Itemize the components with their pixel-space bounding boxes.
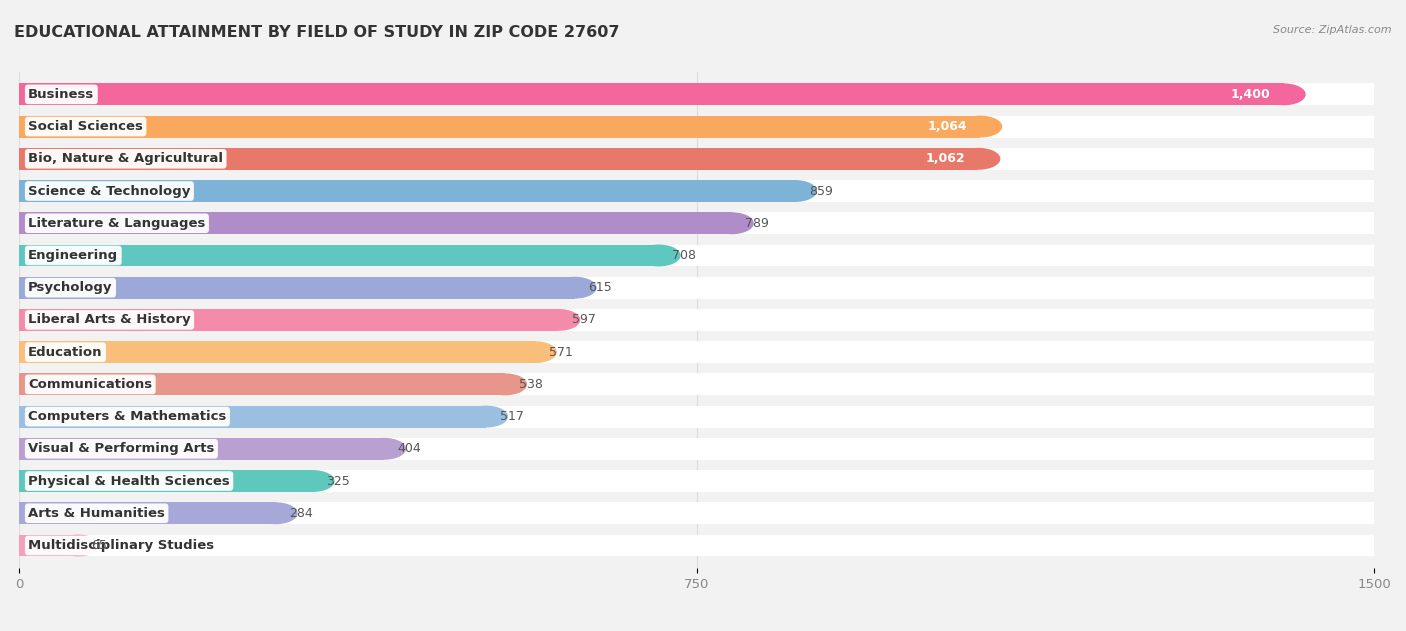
Ellipse shape (363, 438, 406, 460)
Text: Communications: Communications (28, 378, 152, 391)
Bar (20, 374, 505, 395)
Text: 859: 859 (808, 184, 832, 198)
Bar (20, 83, 1284, 105)
Text: Bio, Nature & Agricultural: Bio, Nature & Agricultural (28, 152, 224, 165)
Text: Social Sciences: Social Sciences (28, 120, 143, 133)
Text: 789: 789 (745, 216, 769, 230)
Text: 325: 325 (326, 475, 350, 488)
Bar (20, 470, 312, 492)
Ellipse shape (1353, 406, 1396, 428)
Ellipse shape (1353, 115, 1396, 138)
Ellipse shape (1353, 438, 1396, 460)
Bar (20, 148, 1374, 170)
Bar (20, 438, 1374, 460)
Bar (20, 309, 558, 331)
Text: Source: ZipAtlas.com: Source: ZipAtlas.com (1274, 25, 1392, 35)
Ellipse shape (484, 374, 527, 395)
Ellipse shape (710, 212, 754, 234)
Bar (20, 341, 534, 363)
Ellipse shape (1353, 212, 1396, 234)
Ellipse shape (1353, 244, 1396, 266)
Ellipse shape (1353, 148, 1396, 170)
Text: 538: 538 (519, 378, 543, 391)
Text: Business: Business (28, 88, 94, 101)
Text: 284: 284 (290, 507, 314, 520)
Bar (20, 277, 575, 298)
Ellipse shape (1353, 534, 1396, 557)
Text: Arts & Humanities: Arts & Humanities (28, 507, 165, 520)
Text: Engineering: Engineering (28, 249, 118, 262)
Bar (20, 180, 1374, 202)
Ellipse shape (464, 406, 508, 428)
Text: 1,400: 1,400 (1230, 88, 1270, 101)
Text: 571: 571 (548, 346, 572, 358)
Bar (20, 212, 733, 234)
Bar (20, 244, 659, 266)
Bar (20, 438, 384, 460)
Ellipse shape (773, 180, 817, 202)
Ellipse shape (1353, 180, 1396, 202)
Ellipse shape (1353, 83, 1396, 105)
Bar (20, 406, 1374, 428)
Text: 597: 597 (572, 314, 596, 326)
Text: Science & Technology: Science & Technology (28, 184, 191, 198)
Bar (20, 180, 796, 202)
Bar (20, 341, 1374, 363)
Bar (20, 115, 1374, 138)
Ellipse shape (537, 309, 581, 331)
Bar (20, 83, 1374, 105)
Text: 615: 615 (588, 281, 612, 294)
Text: Physical & Health Sciences: Physical & Health Sciences (28, 475, 231, 488)
Ellipse shape (1261, 83, 1306, 105)
Ellipse shape (513, 341, 557, 363)
Text: Literature & Languages: Literature & Languages (28, 216, 205, 230)
Text: 1,064: 1,064 (927, 120, 967, 133)
Text: 708: 708 (672, 249, 696, 262)
Text: 1,062: 1,062 (925, 152, 965, 165)
Text: Liberal Arts & History: Liberal Arts & History (28, 314, 191, 326)
Ellipse shape (254, 502, 298, 524)
Text: EDUCATIONAL ATTAINMENT BY FIELD OF STUDY IN ZIP CODE 27607: EDUCATIONAL ATTAINMENT BY FIELD OF STUDY… (14, 25, 620, 40)
Bar (20, 244, 1374, 266)
Text: Psychology: Psychology (28, 281, 112, 294)
Bar (20, 212, 1374, 234)
Ellipse shape (1353, 502, 1396, 524)
Ellipse shape (1353, 309, 1396, 331)
Ellipse shape (553, 277, 596, 298)
Bar (20, 374, 1374, 395)
Bar (20, 148, 979, 170)
Ellipse shape (1353, 374, 1396, 395)
Bar (20, 115, 980, 138)
Bar (20, 470, 1374, 492)
Ellipse shape (956, 148, 1001, 170)
Bar (20, 502, 1374, 524)
Text: Visual & Performing Arts: Visual & Performing Arts (28, 442, 215, 456)
Text: 65: 65 (91, 539, 107, 552)
Bar (20, 277, 1374, 298)
Bar (20, 534, 1374, 557)
Bar (20, 309, 1374, 331)
Bar (20, 406, 486, 428)
Ellipse shape (637, 244, 681, 266)
Ellipse shape (959, 115, 1002, 138)
Bar (20, 534, 77, 557)
Ellipse shape (291, 470, 335, 492)
Ellipse shape (56, 534, 100, 557)
Ellipse shape (1353, 277, 1396, 298)
Bar (20, 502, 276, 524)
Ellipse shape (1353, 341, 1396, 363)
Text: 404: 404 (398, 442, 422, 456)
Text: Computers & Mathematics: Computers & Mathematics (28, 410, 226, 423)
Text: 517: 517 (499, 410, 523, 423)
Text: Multidisciplinary Studies: Multidisciplinary Studies (28, 539, 214, 552)
Text: Education: Education (28, 346, 103, 358)
Ellipse shape (1353, 470, 1396, 492)
